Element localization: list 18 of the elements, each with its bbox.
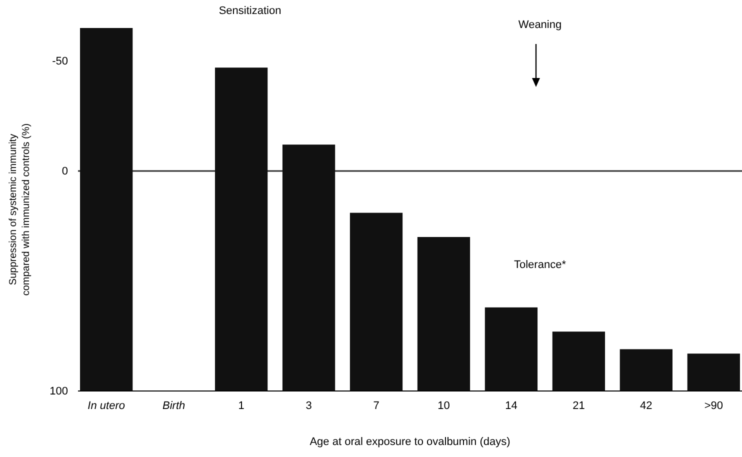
x-tick-label: 1	[238, 400, 244, 412]
y-axis-title: Suppression of systemic immunity compared with immunized controls (%)	[8, 123, 32, 296]
x-tick-label: 10	[438, 400, 450, 412]
x-tick-label: 42	[640, 400, 652, 412]
y-tick-label: -50	[52, 56, 68, 68]
x-tick-label: 7	[373, 400, 380, 412]
y-tick-label: 0	[62, 166, 68, 178]
x-tick-label: >90	[704, 400, 723, 412]
x-tick-label: 14	[505, 400, 518, 412]
x-tick-label: 21	[572, 400, 585, 412]
x-tick-label: 3	[306, 400, 312, 412]
x-tick-label: In utero	[88, 400, 125, 412]
annotation: Weaning	[518, 19, 562, 31]
y-tick-label: 100	[50, 386, 68, 398]
x-tick-label: Birth	[162, 400, 186, 412]
text: Sensitization	[218, 5, 282, 17]
annotation: Tolerance*	[514, 259, 567, 271]
x-axis-title: Age at oral exposure to ovalbumin (days)	[310, 436, 510, 448]
